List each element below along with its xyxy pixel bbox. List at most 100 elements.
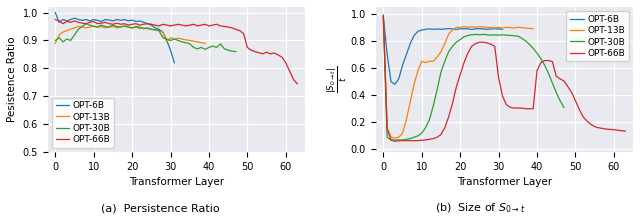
OPT-6B [399, 64, 406, 67]
OPT-30B [395, 139, 403, 141]
OPT-13B [426, 60, 433, 63]
OPT-13B [510, 27, 518, 29]
OPT-13B [514, 26, 522, 29]
OPT-66B [518, 107, 525, 109]
OPT-30B [55, 36, 63, 39]
OPT-30B [552, 91, 560, 94]
OPT-13B [433, 56, 441, 59]
OPT-13B [499, 27, 506, 29]
OPT-13B [74, 25, 82, 28]
Line: OPT-66B: OPT-66B [383, 15, 625, 141]
OPT-30B [151, 29, 159, 31]
OPT-6B [74, 18, 82, 21]
OPT-13B [120, 25, 128, 27]
OPT-30B [383, 136, 391, 138]
OPT-30B [529, 47, 537, 50]
OPT-13B [437, 51, 445, 53]
Y-axis label: Pesistence Ratio: Pesistence Ratio [7, 37, 17, 122]
OPT-13B [128, 27, 136, 29]
OPT-13B [101, 27, 109, 29]
OPT-66B [82, 22, 90, 25]
OPT-30B [124, 26, 132, 28]
OPT-30B [545, 72, 552, 75]
OPT-6B [163, 39, 170, 42]
OPT-6B [380, 15, 387, 18]
OPT-66B [621, 130, 629, 132]
Line: OPT-13B: OPT-13B [55, 26, 205, 43]
OPT-6B [105, 19, 113, 21]
OPT-6B [82, 18, 90, 21]
OPT-66B [186, 24, 193, 26]
OPT-30B [205, 46, 213, 49]
OPT-6B [70, 17, 78, 19]
OPT-6B [147, 24, 155, 26]
OPT-13B [55, 33, 63, 36]
OPT-13B [395, 136, 403, 138]
OPT-6B [63, 20, 70, 22]
OPT-30B [476, 33, 483, 36]
OPT-13B [189, 40, 197, 42]
OPT-13B [136, 27, 143, 30]
OPT-30B [217, 43, 225, 45]
OPT-30B [105, 26, 113, 28]
OPT-30B [506, 34, 514, 37]
OPT-6B [491, 27, 499, 30]
OPT-30B [120, 25, 128, 27]
OPT-30B [537, 57, 545, 60]
OPT-13B [403, 118, 410, 121]
X-axis label: Transformer Layer: Transformer Layer [457, 178, 552, 187]
OPT-30B [189, 46, 197, 49]
OPT-13B [441, 42, 449, 45]
OPT-6B [414, 30, 422, 33]
OPT-6B [140, 21, 147, 24]
OPT-6B [472, 28, 479, 30]
OPT-30B [140, 27, 147, 30]
OPT-6B [410, 34, 418, 37]
OPT-30B [452, 41, 460, 44]
OPT-13B [460, 25, 468, 28]
OPT-30B [510, 34, 518, 37]
OPT-13B [422, 61, 429, 64]
OPT-30B [90, 25, 97, 28]
OPT-30B [225, 49, 232, 52]
X-axis label: Transformer Layer: Transformer Layer [129, 178, 224, 187]
OPT-6B [418, 29, 426, 31]
OPT-30B [387, 139, 395, 141]
OPT-6B [495, 28, 502, 30]
OPT-13B [380, 16, 387, 19]
OPT-6B [426, 28, 433, 30]
OPT-13B [113, 27, 120, 29]
OPT-30B [422, 126, 429, 129]
OPT-30B [186, 43, 193, 45]
OPT-6B [78, 19, 86, 22]
OPT-6B [159, 31, 166, 33]
OPT-6B [452, 28, 460, 31]
OPT-13B [429, 60, 437, 63]
OPT-13B [163, 41, 170, 43]
OPT-13B [502, 26, 510, 29]
OPT-30B [82, 22, 90, 25]
OPT-6B [90, 18, 97, 21]
OPT-30B [74, 28, 82, 31]
OPT-6B [445, 27, 452, 30]
OPT-30B [468, 33, 476, 36]
OPT-30B [143, 27, 151, 29]
OPT-6B [460, 27, 468, 30]
OPT-13B [399, 132, 406, 135]
OPT-30B [499, 33, 506, 36]
OPT-30B [514, 35, 522, 37]
OPT-13B [174, 37, 182, 40]
OPT-30B [483, 33, 491, 36]
OPT-30B [170, 38, 178, 40]
OPT-30B [213, 46, 221, 49]
OPT-6B [441, 28, 449, 30]
OPT-13B [456, 26, 464, 29]
OPT-13B [410, 83, 418, 86]
OPT-6B [449, 28, 456, 30]
OPT-30B [128, 27, 136, 29]
OPT-30B [522, 40, 529, 42]
OPT-13B [202, 42, 209, 44]
OPT-6B [51, 11, 59, 14]
OPT-30B [560, 106, 568, 109]
OPT-13B [414, 69, 422, 72]
